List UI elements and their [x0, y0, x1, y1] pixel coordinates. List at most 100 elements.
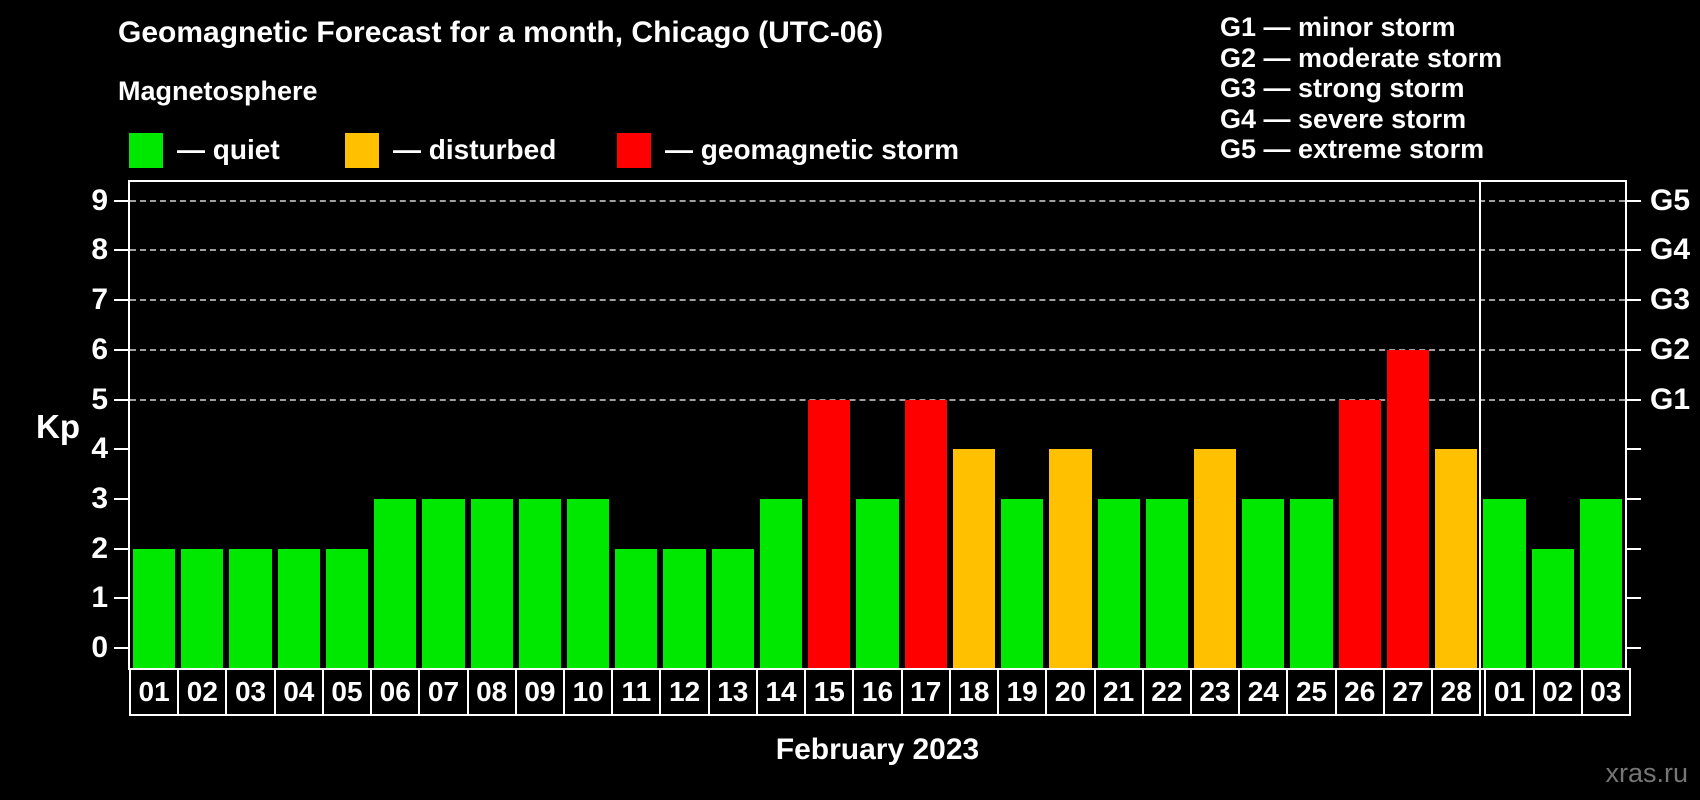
- day-label-cell-02-next-month: 02: [1532, 668, 1583, 716]
- right-tick-2: [1627, 547, 1641, 550]
- right-axis-label-G1: G1: [1650, 382, 1691, 416]
- g-scale-legend-line-1: G1 — minor storm: [1220, 12, 1456, 42]
- right-tick-6: [1627, 348, 1641, 351]
- right-tick-9: [1627, 199, 1641, 202]
- chart-title: Geomagnetic Forecast for a month, Chicag…: [118, 16, 884, 49]
- day-label-cell-27: 27: [1382, 668, 1434, 716]
- y-tick-label-6: 6: [91, 332, 108, 366]
- kp-bar-day-04: [277, 548, 320, 668]
- g-scale-legend-line-2: G2 — moderate storm: [1220, 42, 1503, 73]
- day-label-cell-11: 11: [611, 668, 662, 716]
- kp-bar-day-07: [422, 498, 465, 668]
- y-tick-label-3: 3: [91, 481, 108, 515]
- right-axis-label-G3: G3: [1650, 283, 1691, 317]
- legend-label-disturbed: — disturbed: [393, 134, 557, 165]
- g-scale-legend-line-5: G5 — extreme storm: [1220, 134, 1485, 164]
- watermark: xras.ru: [1605, 758, 1688, 788]
- kp-bar-day-26: [1338, 399, 1381, 668]
- y-tick-9: [114, 199, 128, 202]
- day-label-cell-18: 18: [948, 668, 1000, 716]
- y-tick-5: [114, 398, 128, 401]
- right-tick-5: [1627, 398, 1641, 401]
- right-axis-label-G5: G5: [1650, 183, 1691, 217]
- month-separator: [1479, 182, 1482, 668]
- g-scale-legend-line-4: G4 — severe storm: [1220, 103, 1467, 134]
- y-tick-6: [114, 348, 128, 351]
- disturbed-swatch: [345, 132, 379, 168]
- day-label-cell-17: 17: [900, 668, 951, 716]
- kp-bar-day-02: [181, 548, 224, 668]
- g-scale-legend-line-3: G3 — strong storm: [1220, 73, 1465, 103]
- kp-bar-day-18: [952, 449, 996, 668]
- day-label-cell-07: 07: [418, 668, 469, 716]
- kp-bar-day-15: [808, 399, 851, 668]
- gridline-kp-7: [130, 299, 1625, 302]
- day-label-cell-01: 01: [129, 668, 180, 716]
- right-tick-8: [1627, 249, 1641, 252]
- day-label-cell-20: 20: [1045, 668, 1096, 716]
- right-tick-1: [1627, 597, 1641, 600]
- y-tick-label-2: 2: [91, 531, 108, 565]
- kp-bar-day-10: [567, 498, 610, 668]
- y-tick-label-8: 8: [91, 233, 108, 267]
- day-label-cell-15: 15: [804, 668, 855, 716]
- kp-bar-day-02-next-month: [1531, 548, 1574, 668]
- kp-bar-day-08: [470, 498, 513, 668]
- day-label-cell-26: 26: [1334, 668, 1385, 716]
- day-label-cell-09: 09: [514, 668, 566, 716]
- day-label-cell-03: 03: [225, 668, 276, 716]
- day-label-cell-04: 04: [273, 668, 324, 716]
- day-label-cell-03-next-month: 03: [1580, 668, 1631, 716]
- day-label-cell-08: 08: [466, 668, 517, 716]
- legend-item-storm: — geomagnetic storm: [617, 132, 959, 168]
- kp-bar-day-01: [133, 548, 176, 668]
- gridline-kp-9: [130, 199, 1625, 202]
- day-label-cell-23: 23: [1189, 668, 1241, 716]
- storm-swatch: [617, 132, 651, 168]
- kp-bar-day-27: [1386, 349, 1430, 668]
- g-scale-legend: G1 — minor storm G2 — moderate storm G3 — …: [1220, 12, 1502, 165]
- day-label-cell-13: 13: [707, 668, 758, 716]
- y-tick-label-4: 4: [91, 432, 108, 466]
- y-tick-label-0: 0: [91, 631, 108, 664]
- legend-item-disturbed: — disturbed: [345, 132, 556, 168]
- kp-bar-day-16: [856, 498, 899, 668]
- kp-bar-day-12: [663, 548, 706, 668]
- kp-bar-day-05: [325, 548, 369, 668]
- y-tick-label-1: 1: [91, 581, 108, 615]
- y-tick-label-7: 7: [91, 283, 108, 317]
- day-label-cell-25: 25: [1286, 668, 1337, 716]
- kp-bar-day-03-next-month: [1579, 498, 1622, 668]
- day-label-cell-21: 21: [1093, 668, 1144, 716]
- day-label-cell-14: 14: [755, 668, 807, 716]
- y-tick-2: [114, 547, 128, 550]
- day-label-cell-19: 19: [997, 668, 1048, 716]
- day-label-cell-24: 24: [1238, 668, 1289, 716]
- legend-item-quiet: — quiet: [129, 132, 280, 168]
- day-label-cell-02: 02: [177, 668, 228, 716]
- kp-bar-day-13: [711, 548, 754, 668]
- x-axis-title: February 2023: [775, 733, 980, 766]
- kp-bar-day-22: [1145, 498, 1188, 668]
- kp-bar-day-17: [904, 399, 947, 668]
- right-axis-label-G4: G4: [1650, 233, 1691, 267]
- gridline-kp-6: [130, 348, 1625, 351]
- kp-bar-day-01-next-month: [1483, 498, 1526, 668]
- day-label-cell-28: 28: [1431, 668, 1482, 716]
- kp-bar-day-06: [374, 498, 417, 668]
- right-tick-4: [1627, 448, 1641, 451]
- right-axis-label-G2: G2: [1650, 332, 1691, 366]
- right-tick-3: [1627, 497, 1641, 500]
- kp-bar-day-25: [1290, 498, 1333, 668]
- kp-bar-day-21: [1097, 498, 1140, 668]
- quiet-swatch: [129, 132, 163, 168]
- right-tick-7: [1627, 299, 1641, 302]
- day-label-cell-16: 16: [852, 668, 903, 716]
- y-tick-7: [114, 299, 128, 302]
- y-tick-3: [114, 497, 128, 500]
- day-label-cell-01-next-month: 01: [1484, 668, 1535, 716]
- day-label-cell-22: 22: [1141, 668, 1192, 716]
- right-tick-0: [1627, 647, 1641, 649]
- kp-bar-day-09: [518, 498, 562, 668]
